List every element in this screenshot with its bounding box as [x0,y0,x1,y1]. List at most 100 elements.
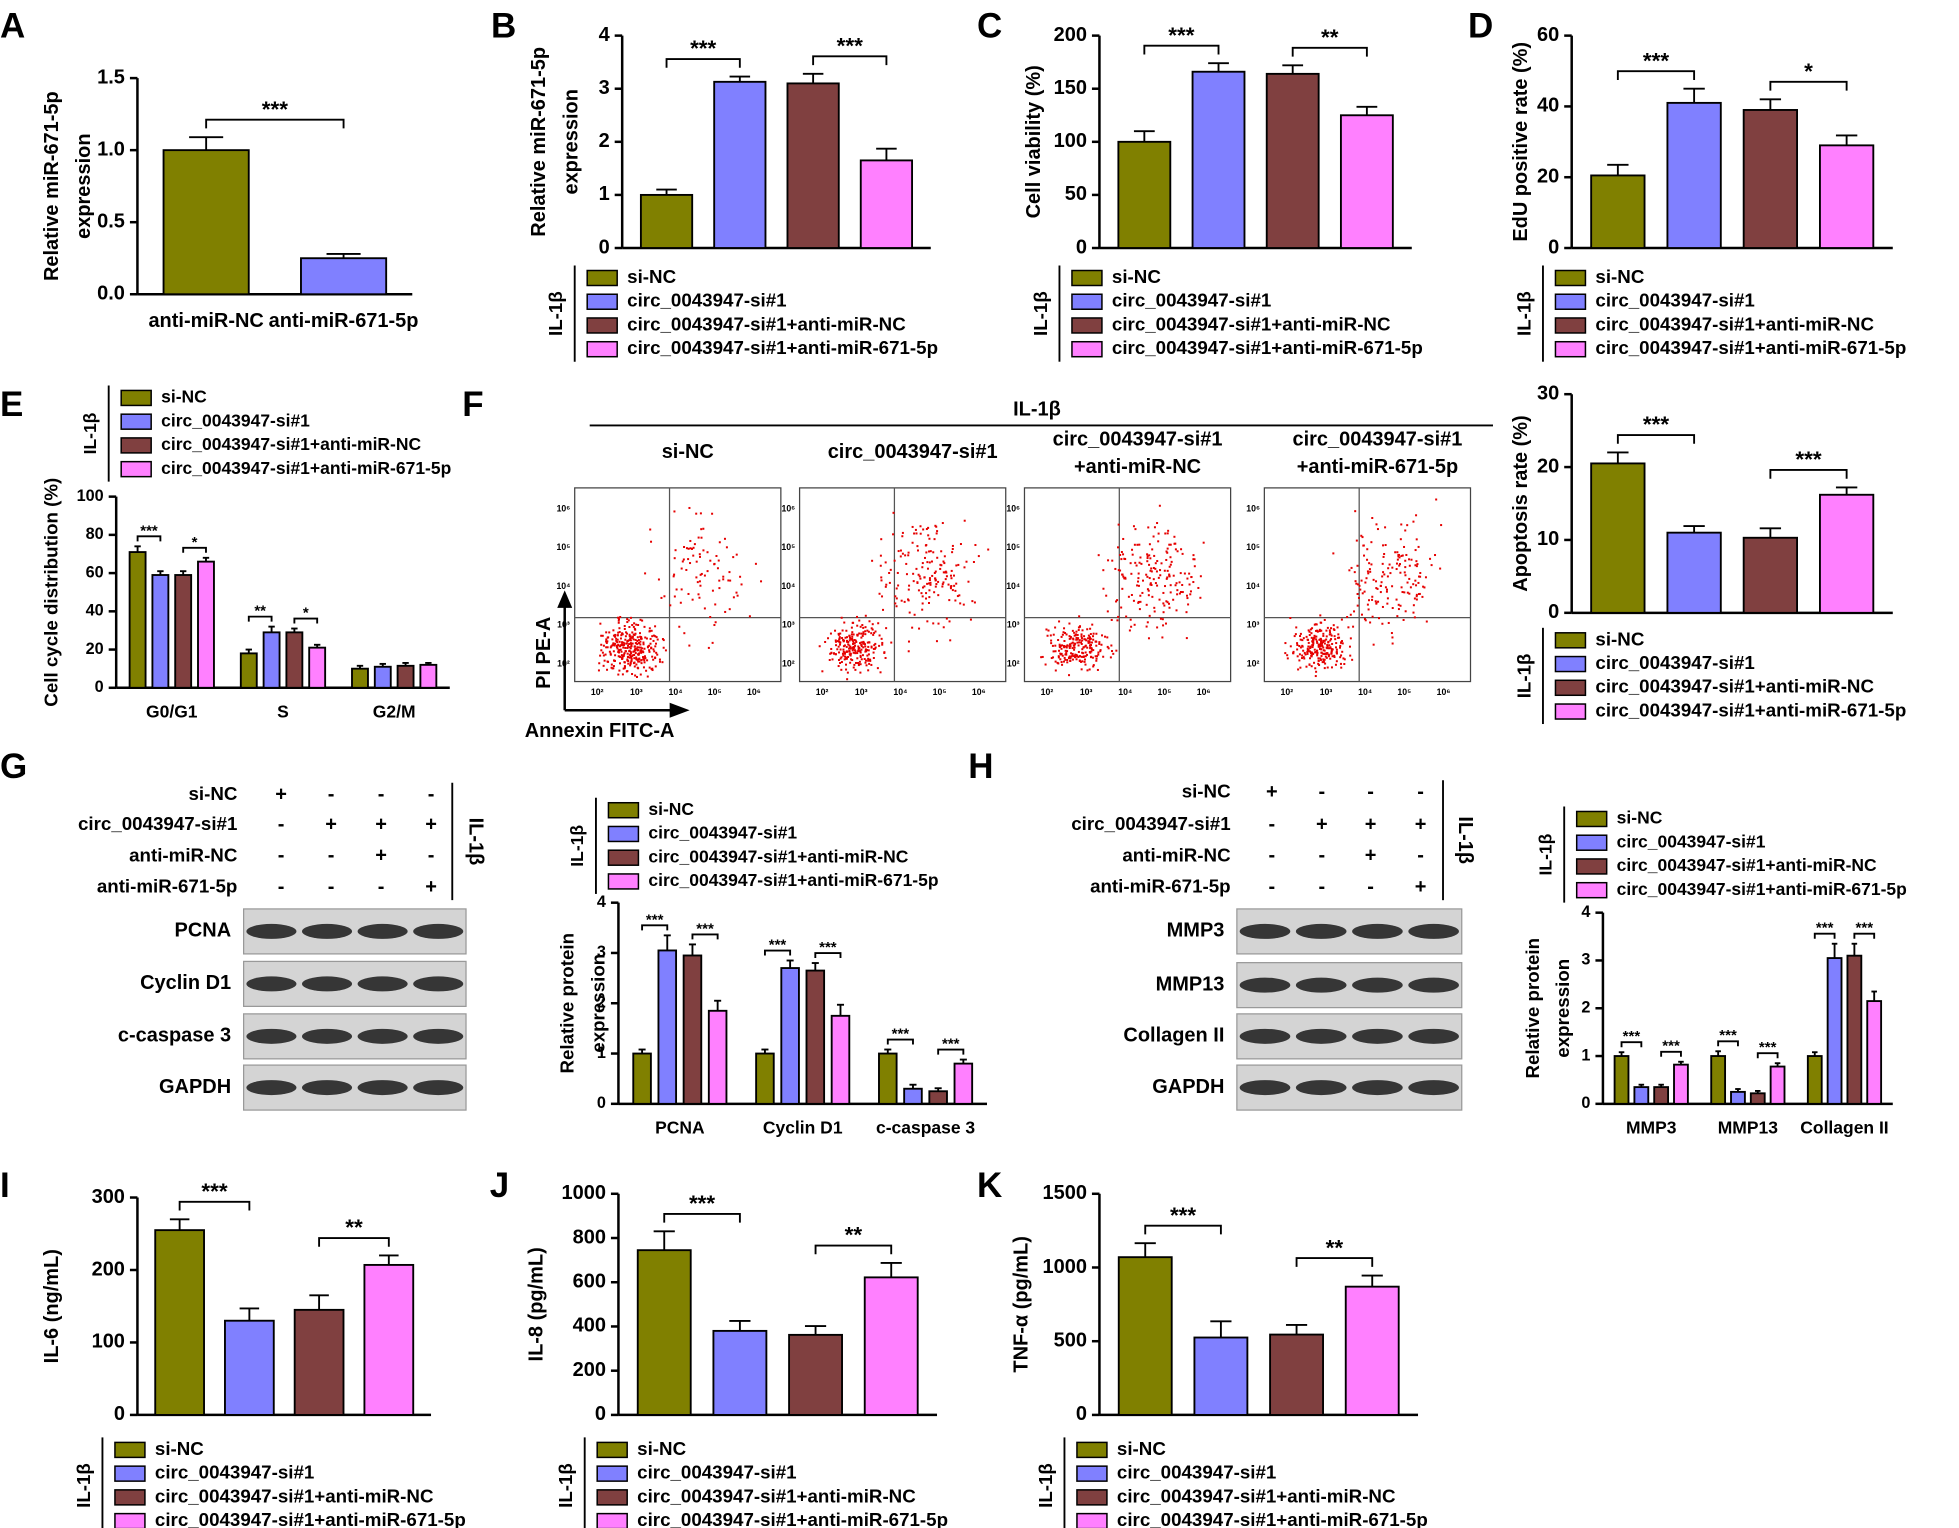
condition-label: anti-miR-671-5p [97,876,238,897]
event-dot [1332,552,1335,555]
event-dot [1302,649,1305,652]
legend-title: IL-1β [545,291,566,336]
event-dot [1063,640,1066,643]
panel-letter: H [968,747,993,786]
event-dot [600,649,603,652]
event-dot [1139,600,1142,603]
event-dot [849,645,852,648]
event-dot [639,618,642,621]
event-dot [631,636,634,639]
event-dot [1295,626,1298,629]
bar [903,1087,923,1105]
event-dot [1064,645,1067,648]
event-dot [653,650,656,653]
event-dot [844,636,847,639]
event-dot [936,556,939,559]
event-dot [1129,562,1132,565]
event-dot [1154,567,1157,570]
event-dot [1337,633,1340,636]
event-dot [1349,654,1352,657]
event-dot [691,598,694,601]
event-dot [1147,526,1150,529]
event-dot [1169,591,1172,594]
event-dot [634,647,637,650]
event-dot [932,622,935,625]
event-dot [844,652,847,655]
event-dot [864,661,867,664]
event-dot [1353,610,1356,613]
event-dot [1069,657,1072,660]
event-dot [1046,634,1049,637]
event-dot [1391,566,1394,569]
event-dot [654,645,657,648]
event-dot [911,525,914,528]
event-dot [651,655,654,658]
event-dot [878,644,881,647]
event-dot [1286,654,1289,657]
event-dot [949,639,952,642]
legend-label: circ_0043947-si#1 [1117,1462,1276,1483]
event-dot [1146,557,1149,560]
event-dot [1321,661,1324,664]
event-dot [848,634,851,637]
event-dot [855,640,858,643]
event-dot [623,652,626,655]
event-dot [1318,630,1321,633]
event-dot [935,532,938,535]
event-dot [837,632,840,635]
event-dot [1321,641,1324,644]
event-dot [1405,553,1408,556]
y-axis-label: expression [560,89,582,194]
event-dot [915,532,918,535]
event-dot [1389,572,1392,575]
event-dot [885,583,888,586]
event-dot [841,629,844,632]
legend-label: circ_0043947-si#1 [155,1462,314,1483]
event-dot [866,654,869,657]
band-label: c-caspase 3 [118,1025,231,1047]
legend-swatch [1575,810,1608,828]
flow-x-tick: 10⁵ [933,687,947,697]
event-dot [1145,573,1148,576]
event-dot [1070,655,1073,658]
event-dot [1068,645,1071,648]
event-dot [1062,631,1065,634]
bar [1265,72,1320,249]
event-dot [1400,554,1403,557]
event-dot [1172,598,1175,601]
flow-y-tick: 10⁵ [1006,542,1020,552]
event-dot [1172,574,1175,577]
event-dot [1391,636,1394,639]
event-dot [841,652,844,655]
panel-letter: I [0,1166,10,1205]
event-dot [1318,664,1321,667]
event-dot [1390,632,1393,635]
event-dot [834,653,837,656]
event-dot [851,649,854,652]
y-axis-label: Relative miR-671-5p [41,91,63,281]
flow-x-tick: 10⁵ [1397,687,1411,697]
event-dot [837,659,840,662]
event-dot [934,577,937,580]
event-dot [1101,634,1104,637]
bar [953,1062,974,1105]
event-dot [637,623,640,626]
event-dot [606,646,609,649]
event-dot [1175,582,1178,585]
event-dot [1166,547,1169,550]
flow-x-arrowhead [669,702,690,718]
y-tick-label: 800 [573,1226,606,1248]
event-dot [610,663,613,666]
event-dot [616,638,619,641]
event-dot [860,636,863,639]
event-dot [629,635,632,638]
flow-x-tick: 10² [1281,687,1294,697]
event-dot [641,619,644,622]
sig-bracket [1620,1041,1643,1048]
event-dot [870,663,873,666]
event-dot [1319,645,1322,648]
event-dot [1357,596,1360,599]
event-dot [1399,571,1402,574]
sig-bracket [1813,932,1836,939]
event-dot [1193,565,1196,568]
